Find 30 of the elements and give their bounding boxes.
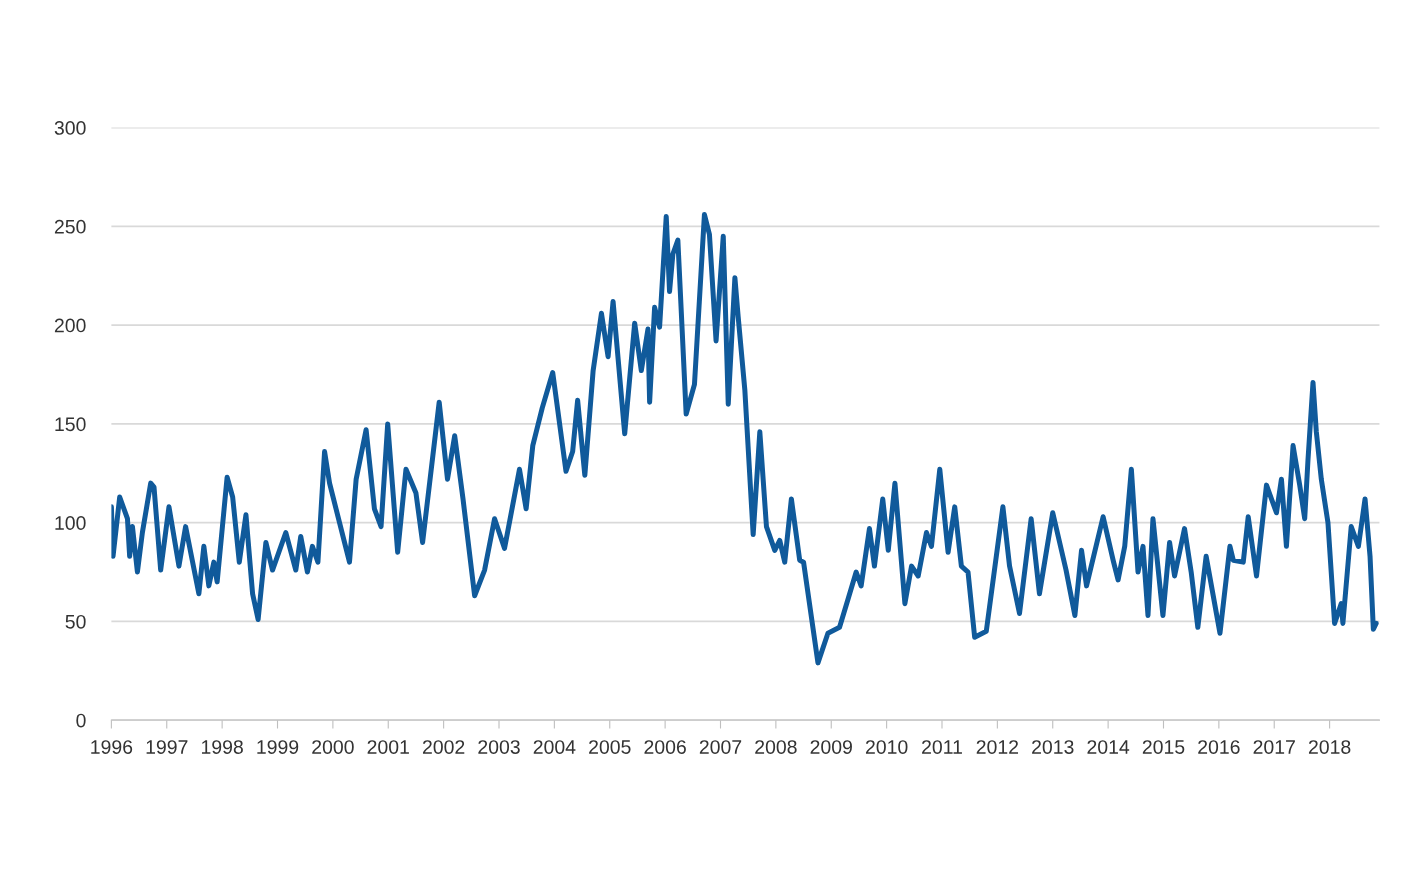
y-tick-label: 300 (54, 121, 86, 135)
x-tick-label: 2008 (755, 740, 797, 754)
x-tick-label: 1996 (91, 740, 133, 754)
x-tick-label: 2017 (1253, 740, 1295, 754)
x-tick-label: 2013 (1032, 740, 1074, 754)
x-tick-label: 2007 (699, 740, 742, 754)
x-tick-label: 2002 (422, 740, 465, 754)
x-tick-label: 2000 (312, 740, 354, 754)
x-tick-label: 2011 (922, 740, 962, 754)
y-tick-label: 250 (54, 219, 86, 234)
x-tick-label: 2001 (367, 740, 409, 754)
x-tick-label: 2004 (533, 740, 576, 754)
x-tick-label: 2018 (1308, 740, 1351, 754)
y-tick-label: 200 (54, 318, 86, 333)
x-tick-label: 2005 (589, 740, 631, 754)
x-tick-label: 2016 (1198, 740, 1240, 754)
y-tick-label: 150 (55, 417, 86, 432)
x-tick-label: 1999 (257, 740, 299, 754)
y-tick-label: 100 (55, 516, 86, 530)
y-tick-label: 50 (65, 614, 86, 629)
x-tick-label: 2006 (644, 740, 686, 754)
y-tick-label: 0 (76, 713, 86, 728)
x-tick-label: 1997 (146, 740, 188, 754)
x-tick-label: 2012 (976, 740, 1019, 754)
x-tick-label: 1998 (201, 740, 243, 754)
x-tick-label: 2009 (810, 740, 852, 754)
x-tick-label: 2015 (1142, 740, 1185, 754)
x-tick-label: 2014 (1087, 740, 1130, 754)
x-tick-label: 2003 (478, 740, 520, 754)
x-tick-label: 2010 (865, 740, 908, 754)
